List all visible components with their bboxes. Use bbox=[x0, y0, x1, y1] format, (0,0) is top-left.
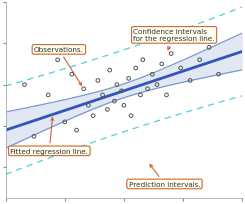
Point bbox=[134, 67, 138, 70]
Point bbox=[207, 47, 211, 50]
Text: Observations.: Observations. bbox=[34, 47, 84, 86]
Text: Fitted regression line.: Fitted regression line. bbox=[10, 118, 88, 154]
Point bbox=[23, 83, 26, 87]
Point bbox=[91, 114, 95, 118]
Point bbox=[160, 63, 164, 66]
Point bbox=[96, 79, 100, 83]
Point bbox=[198, 59, 202, 62]
Point bbox=[129, 114, 133, 118]
Point bbox=[70, 73, 74, 76]
Point bbox=[112, 100, 116, 103]
Point bbox=[63, 121, 67, 124]
Point bbox=[155, 83, 159, 87]
Point bbox=[32, 135, 36, 138]
Point bbox=[82, 88, 86, 91]
Point bbox=[46, 94, 50, 97]
Point bbox=[150, 73, 154, 76]
Text: Prediction intervals.: Prediction intervals. bbox=[129, 165, 200, 187]
Point bbox=[217, 73, 221, 76]
Point bbox=[115, 83, 119, 87]
Point bbox=[138, 94, 142, 97]
Point bbox=[101, 94, 105, 97]
Point bbox=[120, 90, 123, 93]
Point bbox=[146, 88, 149, 91]
Point bbox=[56, 59, 60, 62]
Point bbox=[169, 53, 173, 56]
Point bbox=[105, 108, 109, 112]
Point bbox=[74, 129, 78, 132]
Point bbox=[108, 69, 112, 72]
Point bbox=[165, 94, 169, 97]
Text: Confidence intervals
for the regression line.: Confidence intervals for the regression … bbox=[133, 29, 215, 51]
Point bbox=[179, 67, 183, 70]
Point bbox=[127, 77, 131, 81]
Point bbox=[141, 59, 145, 62]
Point bbox=[122, 104, 126, 107]
Point bbox=[86, 104, 90, 107]
Point bbox=[188, 79, 192, 83]
